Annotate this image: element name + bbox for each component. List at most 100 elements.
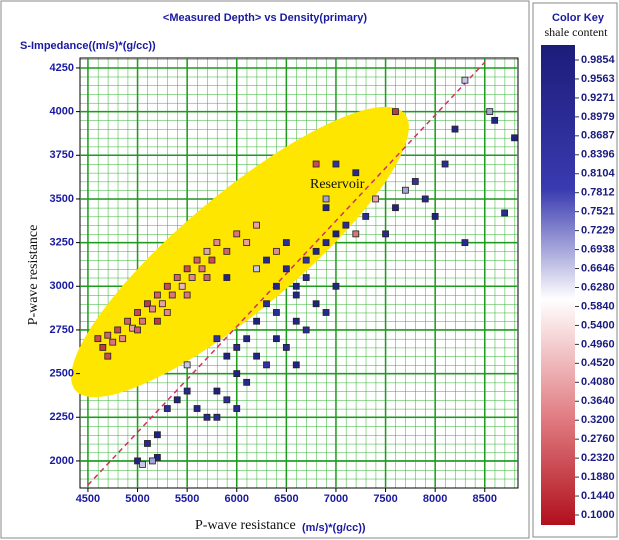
point (253, 265, 260, 273)
color-key-tick-label: 0.8979 (581, 111, 615, 123)
color-key-tick-label: 0.7521 (581, 206, 615, 218)
point (134, 326, 141, 334)
color-bar (541, 45, 575, 525)
color-key-tick-label: 0.2320 (581, 452, 615, 464)
point (411, 178, 419, 185)
point (203, 247, 211, 255)
point (302, 326, 310, 334)
point (372, 195, 380, 203)
color-key-tick-label: 0.4080 (581, 376, 615, 388)
point (312, 247, 320, 255)
point (223, 352, 231, 360)
point (292, 361, 300, 369)
point (233, 370, 241, 378)
point (342, 221, 350, 229)
point (332, 160, 340, 168)
point (362, 213, 370, 220)
point (253, 352, 260, 360)
x-tick-label: 7000 (324, 493, 348, 505)
point (208, 256, 216, 264)
x-unit-label: (m/s)*(g/cc)) (302, 522, 366, 534)
point (124, 317, 132, 325)
point (233, 230, 241, 238)
y-tick-label: 3750 (50, 149, 74, 161)
point (119, 335, 127, 343)
point (153, 431, 161, 439)
y-tick-label: 3500 (50, 193, 74, 205)
point (158, 300, 166, 308)
point (302, 274, 310, 281)
color-key-tick-label: 0.1440 (581, 490, 615, 502)
point (134, 309, 141, 316)
y-tick-label: 3250 (50, 237, 74, 249)
color-key-tick-label: 0.8104 (581, 168, 616, 180)
point (178, 282, 186, 290)
color-key-tick-label: 0.4960 (581, 338, 615, 350)
chart-title: <Measured Depth> vs Density(primary) (163, 12, 368, 24)
point (322, 195, 330, 203)
point (501, 209, 509, 217)
color-key-tick-label: 0.9271 (581, 92, 615, 104)
color-key-tick-label: 0.8396 (581, 149, 615, 161)
point (183, 265, 191, 273)
point (203, 274, 211, 281)
point (144, 300, 151, 308)
point (163, 282, 171, 290)
point (163, 309, 171, 316)
point (431, 213, 439, 220)
point (173, 274, 181, 281)
x-tick-label: 6000 (225, 493, 249, 505)
x-tick-label: 5500 (175, 493, 199, 505)
point (183, 291, 191, 299)
point (322, 309, 330, 316)
point (511, 134, 518, 142)
point (332, 230, 340, 238)
y-tick-label: 2250 (50, 411, 74, 423)
y-tick-label: 2500 (50, 368, 74, 380)
point (203, 413, 211, 421)
x-tick-label: 6500 (274, 493, 298, 505)
point (144, 440, 151, 447)
point (322, 239, 330, 247)
point (193, 405, 201, 412)
point (441, 160, 449, 168)
point (139, 461, 146, 468)
point (213, 387, 221, 395)
point (263, 361, 270, 369)
point (282, 239, 290, 247)
point (193, 256, 201, 264)
point (302, 256, 310, 264)
point (183, 387, 191, 395)
point (94, 335, 102, 343)
point (149, 305, 156, 313)
point (392, 204, 399, 212)
color-key-title: Color Key (552, 12, 605, 24)
point (451, 125, 459, 133)
point (322, 204, 330, 212)
point (273, 282, 280, 290)
point (486, 108, 494, 116)
point (198, 265, 206, 273)
point (421, 195, 429, 203)
color-key-tick-label: 0.5400 (581, 319, 615, 331)
point (243, 239, 251, 247)
point (273, 309, 280, 316)
point (134, 457, 141, 465)
annotation: Reservoir (310, 177, 365, 192)
point (104, 352, 112, 360)
point (233, 405, 241, 412)
point (188, 274, 196, 281)
x-axis-label: P-wave resistance (195, 518, 296, 533)
y-unit-label: S-Impedance((m/s)*(g/cc)) (20, 40, 156, 52)
x-tick-label: 8500 (473, 493, 497, 505)
y-tick-label: 2750 (50, 324, 74, 336)
point (352, 230, 360, 238)
color-key-tick-label: 0.2760 (581, 433, 615, 445)
point (312, 160, 320, 168)
point (253, 221, 260, 229)
color-key-tick-label: 0.7229 (581, 225, 615, 237)
point (109, 338, 117, 346)
point (292, 317, 300, 325)
point (392, 108, 399, 116)
